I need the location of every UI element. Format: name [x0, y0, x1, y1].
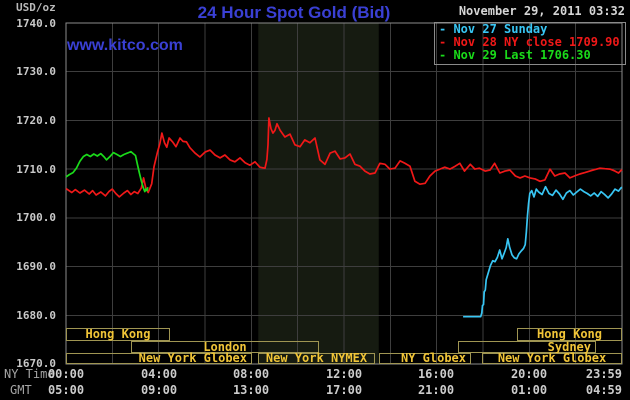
legend-item-nov29: - Nov 29 Last 1706.30: [439, 48, 591, 62]
x-tick-gmt-0100: 01:00: [510, 383, 548, 397]
x-tick-ny-2359: 23:59: [585, 367, 622, 381]
session-label: Sydney: [547, 340, 591, 354]
legend-item-nov28: - Nov 28 NY close 1709.90: [439, 35, 620, 49]
x-tick-ny-0400: 04:00: [140, 367, 178, 381]
session-label: New York Globex: [497, 351, 607, 365]
y-tick-1710: 1710.0: [16, 163, 56, 176]
series-nov-27-sunday: [463, 185, 623, 318]
x-tick-ny-0000: 00:00: [47, 367, 85, 381]
session-new-york-globex-2: New York Globex: [482, 351, 622, 365]
session-new-york-globex-1: New York Globex: [66, 351, 252, 365]
session-hong-kong-early: Hong Kong: [66, 328, 170, 341]
y-tick-1730: 1730.0: [16, 65, 56, 78]
y-axis-unit-label: USD/oz: [16, 1, 56, 14]
legend-item-nov27: - Nov 27 Sunday: [439, 22, 548, 36]
session-label: New York NYMEX: [265, 351, 368, 365]
session-london: London: [131, 341, 319, 353]
series-nov-29-last-1706-30: [65, 150, 149, 193]
session-label: Hong Kong: [85, 327, 151, 341]
y-tick-1690: 1690.0: [16, 260, 56, 273]
y-tick-1670: 1670.0: [16, 357, 56, 370]
gmt-caption: GMT: [10, 383, 32, 397]
chart-datetime: November 29, 2011 03:32: [458, 4, 625, 18]
session-label: London: [203, 340, 247, 354]
session-ny-globex: NY Globex: [379, 351, 471, 365]
session-hong-kong-late: Hong Kong: [517, 328, 622, 341]
nymex-session-highlight-band: [258, 23, 379, 364]
x-tick-gmt-0500: 05:00: [47, 383, 85, 397]
x-tick-gmt-2100: 21:00: [417, 383, 455, 397]
y-tick-1720: 1720.0: [16, 114, 56, 127]
plot-border: [65, 22, 623, 365]
session-label: Hong Kong: [536, 327, 603, 341]
x-tick-gmt-1700: 17:00: [325, 383, 363, 397]
x-tick-gmt-0459: 04:59: [585, 383, 622, 397]
x-tick-ny-1200: 12:00: [325, 367, 363, 381]
x-tick-ny-1600: 16:00: [417, 367, 455, 381]
session-label: New York Globex: [138, 351, 247, 365]
page-title: 24 Hour Spot Gold (Bid): [197, 3, 391, 22]
kitco-watermark: www.kitco.com: [67, 37, 183, 54]
session-label: NY Globex: [400, 351, 466, 365]
session-sydney: Sydney: [458, 341, 596, 353]
legend: - Nov 27 Sunday - Nov 28 NY close 1709.9…: [434, 22, 626, 65]
x-tick-gmt-0900: 09:00: [140, 383, 178, 397]
y-tick-1680: 1680.0: [16, 309, 56, 322]
ny-time-caption: NY Time: [4, 367, 55, 381]
x-tick-gmt-1300: 13:00: [232, 383, 270, 397]
y-tick-1740: 1740.0: [16, 17, 56, 30]
y-tick-1700: 1700.0: [16, 211, 56, 224]
x-tick-ny-0800: 08:00: [232, 367, 270, 381]
session-new-york-nymex: New York NYMEX: [258, 351, 375, 365]
x-tick-ny-2000: 20:00: [510, 367, 548, 381]
